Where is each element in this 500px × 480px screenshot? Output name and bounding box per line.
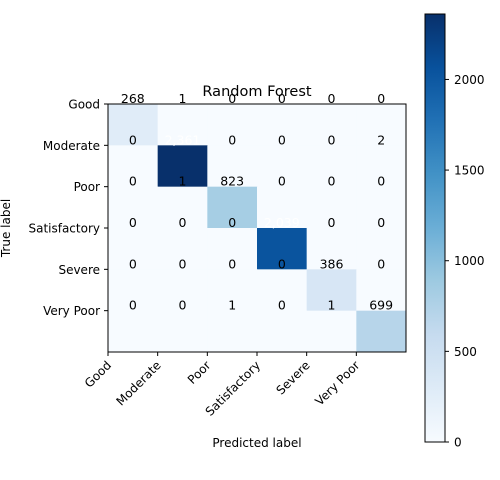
heatmap-cell	[157, 186, 208, 229]
cell-value-label: 0	[179, 256, 187, 271]
cell-value-label: 0	[328, 91, 336, 106]
cell-value-label: 1	[328, 298, 336, 313]
cell-value-label: 0	[129, 256, 137, 271]
cell-value-label: 0	[228, 91, 236, 106]
cell-value-label: 386	[320, 256, 344, 271]
heatmap-cell	[207, 310, 258, 353]
heatmap-cell	[207, 186, 258, 229]
cell-value-label: 2	[377, 132, 385, 147]
y-tick-label: Moderate	[43, 139, 100, 153]
cell-value-label: 0	[179, 215, 187, 230]
cell-value-label: 0	[129, 132, 137, 147]
heatmap-cell	[306, 228, 357, 270]
colorbar-tick-label: 0	[454, 436, 462, 450]
cell-value-label: 0	[328, 174, 336, 189]
heatmap-cell	[207, 104, 258, 146]
cell-value-label: 0	[278, 256, 286, 271]
heatmap-cell	[108, 145, 159, 188]
heatmap-cell	[157, 104, 208, 146]
cell-value-label: 0	[228, 215, 236, 230]
heatmap-cell	[108, 269, 159, 312]
heatmap-cell	[356, 269, 407, 312]
cell-value-label: 1	[228, 298, 236, 313]
cell-value-label: 0	[179, 298, 187, 313]
colorbar-tick-label: 500	[454, 345, 477, 359]
heatmap-cell	[356, 145, 407, 188]
cell-value-label: 0	[129, 298, 137, 313]
y-axis-label: True label	[0, 199, 13, 258]
y-tick-label: Severe	[58, 263, 100, 277]
cell-value-label: 2,039	[264, 215, 300, 230]
cell-value-label: 0	[328, 132, 336, 147]
cell-value-label: 699	[369, 298, 393, 313]
y-tick-label: Poor	[74, 180, 100, 194]
colorbar	[424, 13, 446, 443]
heatmap-cell	[157, 145, 208, 188]
cell-value-label: 1	[179, 91, 187, 106]
cell-value-labels: 268 1 0 0 0 0 0 2,361 0 0 0 2 0 1 823 0 0 0 0 0 0 2,039 0 0 0 0 0 0…	[121, 91, 393, 313]
cell-value-label: 268	[121, 91, 145, 106]
x-tick-label: Moderate	[114, 358, 164, 408]
heatmap-cell	[306, 104, 357, 146]
y-tick-labels: Good Moderate Poor Satisfactory Severe Very P…	[28, 98, 108, 318]
x-tick-label: Poor	[185, 358, 214, 387]
y-tick-label: Good	[68, 98, 100, 112]
heatmap-cell	[356, 228, 407, 270]
cell-value-label: 0	[228, 132, 236, 147]
x-tick-label: Good	[82, 358, 114, 390]
y-tick-label: Very Poor	[43, 304, 100, 318]
heatmap-cell	[257, 269, 308, 312]
cell-value-label: 823	[220, 174, 244, 189]
cell-value-label: 0	[377, 174, 385, 189]
heatmap-cell	[306, 145, 357, 188]
colorbar-tick-label: 2000	[454, 73, 485, 87]
heatmap-cell	[157, 228, 208, 270]
heatmap-cell	[356, 310, 407, 353]
cell-value-label: 0	[228, 256, 236, 271]
heatmap-cell	[306, 310, 357, 353]
cell-value-label: 0	[278, 298, 286, 313]
cell-value-label: 0	[328, 215, 336, 230]
heatmap-cell	[257, 145, 308, 188]
heatmap-cell	[207, 228, 258, 270]
cell-value-label: 0	[129, 215, 137, 230]
heatmap-cell	[157, 310, 208, 353]
heatmap-cells	[108, 104, 407, 353]
cell-value-label: 0	[377, 256, 385, 271]
cell-value-label: 0	[129, 174, 137, 189]
heatmap-cell	[108, 186, 159, 229]
y-tick-label: Satisfactory	[28, 222, 100, 236]
x-tick-label: Severe	[274, 358, 313, 397]
colorbar-tick-label: 1500	[454, 164, 485, 178]
heatmap-cell	[306, 186, 357, 229]
heatmap-cell	[257, 228, 308, 270]
cell-value-label: 0	[278, 174, 286, 189]
chart-title: Random Forest	[202, 84, 311, 100]
heatmap-cell	[207, 269, 258, 312]
heatmap-cell	[257, 186, 308, 229]
cell-value-label: 2,361	[165, 132, 201, 147]
cell-value-label: 1	[179, 174, 187, 189]
cell-value-label: 0	[377, 91, 385, 106]
cell-value-label: 0	[278, 91, 286, 106]
heatmap-cell	[108, 310, 159, 353]
heatmap-cell	[108, 104, 159, 146]
heatmap-cell	[356, 104, 407, 146]
x-axis-label: Predicted label	[212, 436, 301, 450]
heatmap-cell	[306, 269, 357, 312]
x-tick-label: Very Poor	[312, 358, 362, 408]
heatmap-cell	[257, 310, 308, 353]
cell-value-label: 0	[377, 215, 385, 230]
heatmap-cell	[356, 186, 407, 229]
heatmap-cell	[257, 104, 308, 146]
cell-value-label: 0	[278, 132, 286, 147]
heatmap-cell	[157, 269, 208, 312]
heatmap-cell	[207, 145, 258, 188]
colorbar-tick-labels: 0 500 1000 1500 2000	[445, 73, 485, 450]
heatmap-cell	[108, 228, 159, 270]
colorbar-tick-label: 1000	[454, 254, 485, 268]
